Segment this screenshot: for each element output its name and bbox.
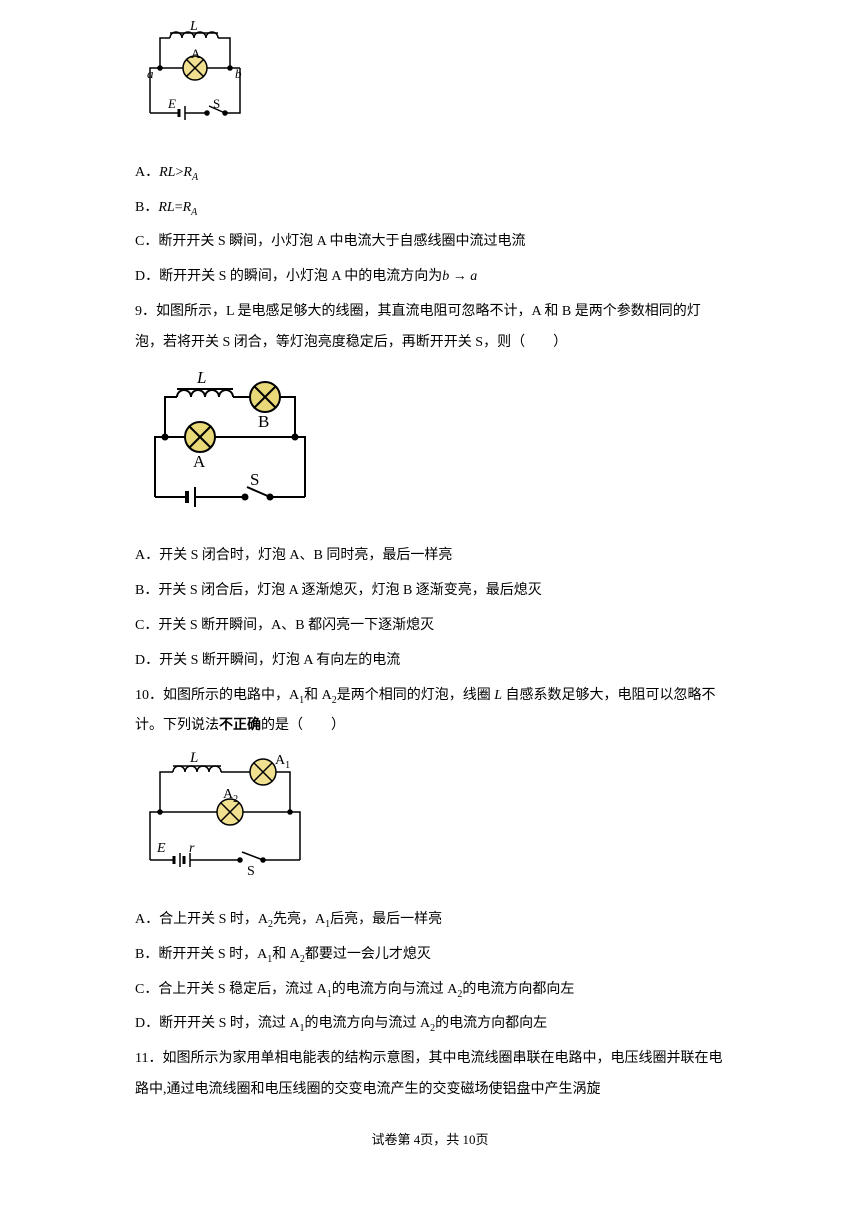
figure-circuit-1: L A a b E S xyxy=(135,18,725,146)
label-A2: A xyxy=(193,452,206,471)
label-A1: A1 xyxy=(275,753,290,771)
option-10C: C．合上开关 S 稳定后，流过 A1的电流方向与流过 A2的电流方向都向左 xyxy=(135,975,725,1006)
option-8B: B．RL=RA xyxy=(135,193,725,224)
option-8A: A．RL>RA xyxy=(135,158,725,189)
question-10: 10．如图所示的电路中，A1和 A2是两个相同的灯泡，线圈 L 自感系数足够大，… xyxy=(135,681,725,743)
label-A: A xyxy=(191,46,201,61)
label-a: a xyxy=(147,66,154,81)
label-E: E xyxy=(167,96,176,111)
label-B2: B xyxy=(258,412,269,431)
label-L: L xyxy=(189,19,198,34)
option-9C: C．开关 S 断开瞬间，A、B 都闪亮一下逐渐熄灭 xyxy=(135,611,725,642)
question-9: 9．如图所示，L 是电感足够大的线圈，其直流电阻可忽略不计，A 和 B 是两个参… xyxy=(135,297,725,359)
label-b: b xyxy=(235,66,242,81)
option-10A: A．合上开关 S 时，A2先亮，A1后亮，最后一样亮 xyxy=(135,905,725,936)
label-r3: r xyxy=(189,841,195,856)
option-10D: D．断开开关 S 时，流过 A1的电流方向与流过 A2的电流方向都向左 xyxy=(135,1009,725,1040)
option-8D: D．断开开关 S 的瞬间，小灯泡 A 中的电流方向为b → a xyxy=(135,262,725,293)
option-9D: D．开关 S 断开瞬间，灯泡 A 有向左的电流 xyxy=(135,646,725,677)
label-L3: L xyxy=(189,750,198,766)
page-footer: 试卷第 4页，共 10页 xyxy=(135,1126,725,1155)
figure-circuit-2: L A B S xyxy=(135,367,725,530)
option-9A: A．开关 S 闭合时，灯泡 A、B 同时亮，最后一样亮 xyxy=(135,541,725,572)
option-9B: B．开关 S 闭合后，灯泡 A 逐渐熄灭，灯泡 B 逐渐变亮，最后熄灭 xyxy=(135,576,725,607)
label-S2: S xyxy=(250,470,259,489)
figure-circuit-3: L A1 A2 E r S xyxy=(135,750,725,893)
question-11: 11．如图所示为家用单相电能表的结构示意图，其中电流线圈串联在电路中，电压线圈并… xyxy=(135,1044,725,1106)
label-S: S xyxy=(213,96,220,111)
label-S3: S xyxy=(247,864,255,879)
label-L2: L xyxy=(196,368,206,387)
option-10B: B．断开开关 S 时，A1和 A2都要过一会儿才熄灭 xyxy=(135,940,725,971)
label-E3: E xyxy=(156,841,166,856)
option-8C: C．断开开关 S 瞬间，小灯泡 A 中电流大于自感线圈中流过电流 xyxy=(135,227,725,258)
